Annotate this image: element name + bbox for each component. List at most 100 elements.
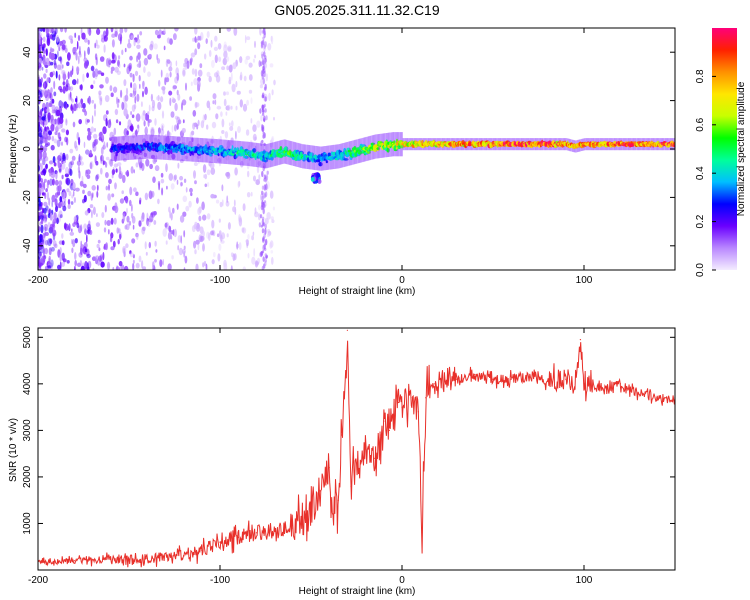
spectrogram-ridge-cell xyxy=(244,155,249,159)
spectrogram-noise-cell xyxy=(71,228,73,232)
spectrogram-noise-cell xyxy=(43,147,47,152)
spectrogram-noise-cell xyxy=(94,155,97,164)
spectrogram-noise-cell xyxy=(59,152,63,159)
spectrogram-noise-cell xyxy=(79,260,83,267)
spectrogram-noise-cell xyxy=(61,44,66,51)
spectrogram-noise-cell xyxy=(55,70,58,79)
spectrogram-noise-cell xyxy=(262,36,265,40)
spectrogram-noise-cell xyxy=(208,50,212,57)
spectrogram-noise-cell xyxy=(78,154,81,162)
spectrogram-noise-cell xyxy=(44,80,47,90)
spectrogram-noise-cell xyxy=(45,48,48,57)
spectrogram-noise-cell xyxy=(137,124,140,133)
spectrogram-noise-cell xyxy=(87,39,90,45)
spectrogram-noise-cell xyxy=(40,77,43,83)
colorbar-tick-label: 0.4 xyxy=(695,166,706,180)
spectrogram-noise-cell xyxy=(108,159,111,165)
spectrogram-noise-cell xyxy=(155,249,158,253)
snr-point xyxy=(274,529,276,532)
spectrogram-noise-cell xyxy=(52,215,56,223)
spectrogram-noise-cell xyxy=(173,175,177,182)
spectrogram-noise-cell xyxy=(71,238,73,245)
spectrogram-noise-cell xyxy=(165,58,169,68)
spectrogram-noise-cell xyxy=(210,230,214,236)
spectrogram-noise-cell xyxy=(81,175,84,183)
spectrogram-noise-cell xyxy=(52,70,56,76)
spectrogram-noise-cell xyxy=(211,135,214,145)
spectrogram-noise-cell xyxy=(185,82,187,91)
spectrogram-noise-cell xyxy=(112,267,115,270)
spectrogram-noise-cell xyxy=(102,252,105,261)
spectrogram-noise-cell xyxy=(111,134,116,144)
spectrogram-noise-cell xyxy=(84,248,88,253)
spectrogram-noise-cell xyxy=(84,37,88,43)
spectrogram-noise-cell xyxy=(105,185,109,191)
spectrogram-noise-cell xyxy=(148,104,151,112)
spectrogram-noise-cell xyxy=(235,80,238,88)
spectrogram-noise-cell xyxy=(58,168,62,173)
colorbar: 0.0 0.2 0.4 0.6 0.8 Normalized spectral ampl… xyxy=(695,28,747,277)
spectrogram-noise-cell xyxy=(171,98,176,104)
spectrogram-noise-cell xyxy=(216,233,220,238)
spectrogram-noise-cell xyxy=(196,80,201,89)
spectrogram-noise-cell xyxy=(75,187,80,192)
spectrogram-noise-cell xyxy=(49,212,53,221)
spectrogram-noise-cell xyxy=(104,219,107,226)
spectrogram-noise-cell xyxy=(58,74,61,81)
spectrogram-noise-cell xyxy=(90,65,95,72)
spectrogram-noise-cell xyxy=(248,89,253,94)
spectrogram-noise-cell xyxy=(194,28,198,35)
spectrogram-noise-cell xyxy=(208,232,211,241)
spectrogram-noise-cell xyxy=(58,210,63,219)
spectrogram-noise-cell xyxy=(168,206,171,213)
spectrogram-noise-cell xyxy=(84,261,88,270)
spectrogram-ridge-cell xyxy=(376,147,380,150)
spectrogram-ridge-cell xyxy=(231,145,234,150)
spectrogram-noise-cell xyxy=(268,92,271,102)
spectrogram-noise-cell xyxy=(223,44,228,54)
spectrogram-noise-cell xyxy=(83,223,87,230)
spectrogram-noise-cell xyxy=(189,131,193,140)
spectrogram-noise-cell xyxy=(263,243,266,250)
spectrogram-noise-cell xyxy=(174,124,177,132)
spectrogram-noise-cell xyxy=(38,28,41,32)
spectrogram-noise-cell xyxy=(38,63,42,68)
spectrogram-noise-cell xyxy=(200,32,204,41)
spectrogram-noise-cell xyxy=(72,190,75,197)
spectrogram-noise-cell xyxy=(172,84,177,91)
snr-point xyxy=(601,387,603,390)
spectrogram-noise-cell xyxy=(49,34,53,40)
spectrogram-noise-cell xyxy=(182,119,185,124)
spectrogram-noise-cell xyxy=(153,211,157,216)
spectrogram-noise-cell xyxy=(234,167,238,176)
spectrogram-noise-cell xyxy=(61,64,64,69)
spectrogram-noise-cell xyxy=(244,58,248,65)
spectrogram-noise-cell xyxy=(194,180,197,185)
spectrogram-noise-cell xyxy=(271,89,274,96)
spectrogram-noise-cell xyxy=(53,91,57,97)
spectrogram-noise-cell xyxy=(270,250,274,254)
spectrogram-noise-cell xyxy=(221,66,226,71)
spectrogram-noise-cell xyxy=(112,169,116,175)
spectrogram-noise-cell xyxy=(148,241,151,249)
spectrogram-noise-cell xyxy=(114,154,117,162)
snr-point xyxy=(547,380,549,383)
spectrogram-noise-cell xyxy=(157,101,162,111)
spectrogram-noise-cell xyxy=(150,130,154,140)
spectrogram-noise-cell xyxy=(179,175,184,181)
spectrogram-noise-cell xyxy=(106,261,111,270)
spectrogram-noise-cell xyxy=(145,158,150,167)
spectrogram-noise-cell xyxy=(48,168,52,177)
snr-point xyxy=(355,462,358,464)
spectrogram-noise-cell xyxy=(255,261,259,266)
spectrogram-noise-cell xyxy=(138,60,142,68)
spectrogram-noise-cell xyxy=(215,113,219,120)
spectrogram-noise-cell xyxy=(101,212,105,218)
spectrogram-noise-cell xyxy=(261,228,265,234)
spectrogram-noise-cell xyxy=(210,39,213,48)
spectrogram-noise-cell xyxy=(53,62,58,69)
spectrogram-noise-cell xyxy=(159,259,163,267)
spectrogram-noise-cell xyxy=(258,174,261,181)
spectrogram-noise-cell xyxy=(38,211,43,216)
spectrogram-noise-cell xyxy=(210,193,215,199)
